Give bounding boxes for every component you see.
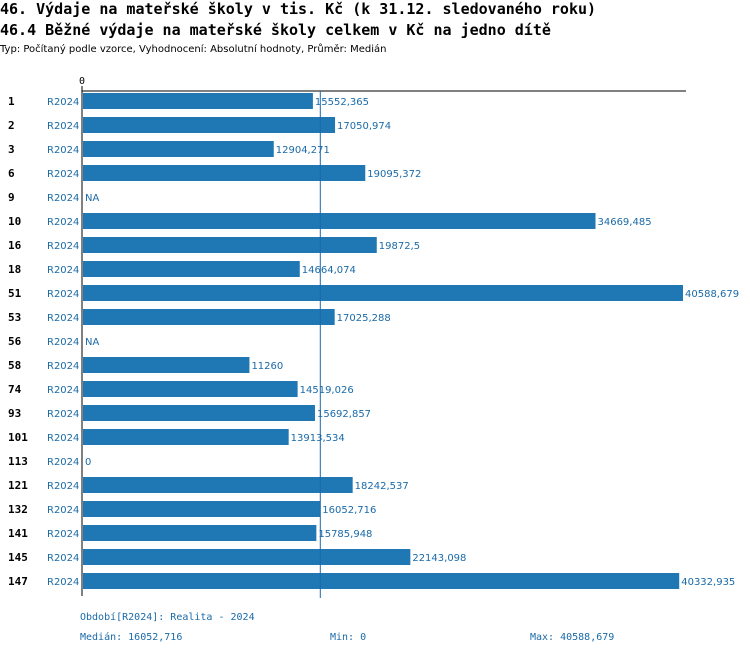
bar (83, 213, 596, 229)
row-period-label: R2024 (47, 385, 79, 396)
row-id-label: 141 (8, 527, 28, 540)
bar (83, 237, 377, 253)
row-period-label: R2024 (47, 193, 79, 204)
row-id-label: 53 (8, 311, 21, 324)
row-period-label: R2024 (47, 169, 79, 180)
data-label: 34669,485 (597, 217, 651, 228)
bar (83, 429, 289, 445)
row-id-label: 132 (8, 503, 28, 516)
data-label: 40588,679 (685, 289, 739, 300)
data-label: 14664,074 (302, 265, 356, 276)
row-id-label: 6 (8, 167, 15, 180)
bar (83, 405, 315, 421)
bar (83, 141, 274, 157)
bar (83, 549, 411, 565)
row-id-label: 101 (8, 431, 28, 444)
row-period-label: R2024 (47, 289, 79, 300)
min-stat: Min: 0 (330, 632, 367, 643)
row-period-label: R2024 (47, 337, 79, 348)
row-id-label: 9 (8, 191, 15, 204)
row-id-label: 1 (8, 95, 15, 108)
row-id-label: 2 (8, 119, 15, 132)
bar (83, 261, 300, 277)
row-id-label: 145 (8, 551, 28, 564)
chart-subtitle: 46.4 Běžné výdaje na mateřské školy celk… (0, 21, 551, 39)
row-id-label: 58 (8, 359, 21, 372)
row-id-label: 3 (8, 143, 15, 156)
bar (83, 285, 683, 301)
row-period-label: R2024 (47, 529, 79, 540)
bar (83, 477, 353, 493)
median-stat: Medián: 16052,716 (80, 632, 183, 643)
bar (83, 501, 321, 517)
row-period-label: R2024 (47, 265, 79, 276)
bar (83, 381, 298, 397)
row-id-label: 16 (8, 239, 22, 252)
row-id-label: 147 (8, 575, 28, 588)
row-id-label: 74 (8, 383, 22, 396)
data-label: 12904,271 (276, 145, 330, 156)
bar (83, 525, 317, 541)
row-id-label: 93 (8, 407, 21, 420)
data-label: 14519,026 (300, 385, 354, 396)
row-period-label: R2024 (47, 433, 79, 444)
row-id-label: 121 (8, 479, 28, 492)
data-label: 15552,365 (315, 97, 369, 108)
row-id-label: 10 (8, 215, 21, 228)
data-label: 11260 (251, 361, 283, 372)
data-label: NA (85, 193, 99, 204)
row-id-label: 113 (8, 455, 28, 468)
page-title: 46. Výdaje na mateřské školy v tis. Kč (… (0, 0, 597, 18)
data-label: 18242,537 (355, 481, 409, 492)
type-description: Typ: Počítaný podle vzorce, Vyhodnocení:… (0, 44, 387, 55)
bar (83, 165, 366, 181)
row-id-label: 18 (8, 263, 21, 276)
data-label: 17050,974 (337, 121, 391, 132)
row-period-label: R2024 (47, 577, 79, 588)
row-period-label: R2024 (47, 313, 79, 324)
row-period-label: R2024 (47, 361, 79, 372)
row-id-label: 51 (8, 287, 22, 300)
data-label: 15692,857 (317, 409, 371, 420)
data-label: 13913,534 (291, 433, 345, 444)
bar (83, 573, 680, 589)
row-period-label: R2024 (47, 241, 79, 252)
bar (83, 117, 336, 133)
bar (83, 93, 313, 109)
row-period-label: R2024 (47, 553, 79, 564)
row-period-label: R2024 (47, 505, 79, 516)
row-period-label: R2024 (47, 145, 79, 156)
data-label: 15785,948 (318, 529, 372, 540)
bar (83, 309, 335, 325)
row-period-label: R2024 (47, 217, 79, 228)
data-label: 17025,288 (337, 313, 391, 324)
bar-chart: 0 1 R2024 15552,365 2 R2024 17050,974 3 R2024 129… (8, 76, 739, 598)
data-label: 19095,372 (367, 169, 421, 180)
row-period-label: R2024 (47, 457, 79, 468)
data-label: 0 (85, 457, 91, 468)
row-period-label: R2024 (47, 121, 79, 132)
max-stat: Max: 40588,679 (530, 632, 615, 643)
data-label: 16052,716 (322, 505, 376, 516)
data-label: 22143,098 (412, 553, 466, 564)
data-label: NA (85, 337, 99, 348)
axis-zero-label: 0 (79, 76, 85, 87)
row-period-label: R2024 (47, 409, 79, 420)
row-id-label: 56 (8, 335, 22, 348)
row-period-label: R2024 (47, 97, 79, 108)
data-label: 40332,935 (681, 577, 735, 588)
row-period-label: R2024 (47, 481, 79, 492)
bar (83, 357, 250, 373)
data-label: 19872,5 (379, 241, 420, 252)
period-note: Období[R2024]: Realita - 2024 (80, 612, 255, 623)
